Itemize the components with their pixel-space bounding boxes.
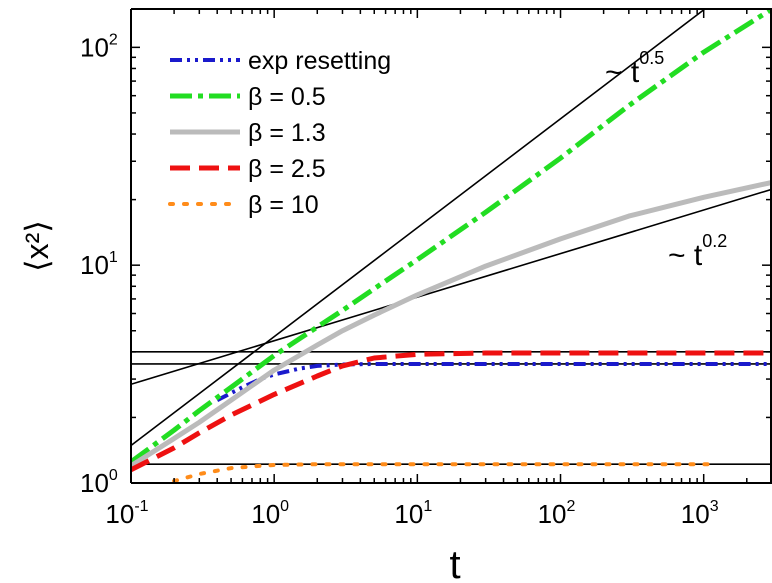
- axes: [130, 8, 772, 484]
- series-line-1: [131, 9, 772, 464]
- x-tick-label: 101: [394, 498, 432, 529]
- slope-annotation-0: ~ t0.5: [605, 48, 664, 89]
- series-line-3: [131, 350, 772, 473]
- x-axis-title: t: [449, 543, 460, 583]
- legend-label-0: exp resetting: [248, 47, 391, 75]
- legend-label-4: β = 10: [248, 191, 319, 219]
- x-tick-label: 100: [251, 498, 289, 529]
- legend-label-2: β = 1.3: [248, 119, 326, 147]
- slope-annotation-1: ~ t0.2: [668, 231, 727, 272]
- x-tick-label: 103: [681, 498, 719, 529]
- legend: exp resetting β = 0.5 β = 1.3 β = 2.5 β = 10: [168, 47, 391, 219]
- x-tick-label: 102: [538, 498, 576, 529]
- reference-line-0: [131, 9, 707, 447]
- y-tick-label: 102: [80, 31, 118, 62]
- x-tick-label: 10-1: [105, 498, 148, 529]
- y-tick-label: 100: [80, 467, 118, 498]
- series-lines: [131, 9, 772, 483]
- y-tick-label: 101: [80, 249, 118, 280]
- y-axis-title: ⟨x²⟩: [19, 220, 55, 272]
- legend-label-3: β = 2.5: [248, 155, 326, 183]
- series-line-4: [172, 462, 717, 483]
- legend-label-1: β = 0.5: [248, 83, 326, 111]
- annotations: ~ t0.5 ~ t0.2: [605, 48, 727, 272]
- axis-titles: t ⟨x²⟩: [19, 220, 461, 583]
- series-line-2: [131, 179, 772, 468]
